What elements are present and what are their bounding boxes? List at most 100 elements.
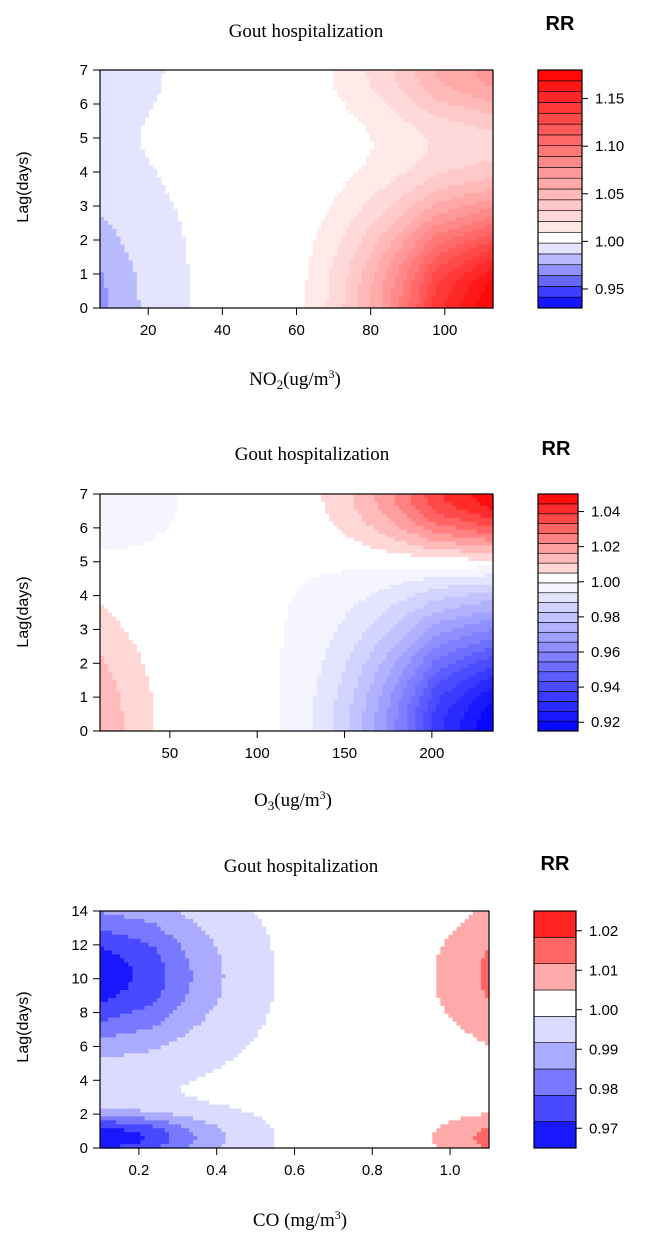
heatmap-cell bbox=[304, 181, 310, 186]
heatmap-cell bbox=[370, 121, 375, 127]
heatmap-cell bbox=[198, 169, 203, 174]
heatmap-cell bbox=[357, 161, 363, 166]
heatmap-cell bbox=[362, 196, 367, 202]
heatmap-cell bbox=[292, 220, 298, 226]
heatmap-cell bbox=[239, 105, 244, 111]
heatmap-cell bbox=[349, 288, 355, 293]
heatmap-cell bbox=[431, 296, 437, 301]
heatmap-cell bbox=[374, 300, 379, 305]
heatmap-cell bbox=[128, 129, 134, 135]
heatmap-cell bbox=[210, 272, 216, 277]
heatmap-cell bbox=[325, 304, 330, 309]
heatmap-cell bbox=[402, 216, 408, 222]
heatmap-cell bbox=[202, 196, 208, 202]
heatmap-cell bbox=[259, 276, 265, 281]
heatmap-cell bbox=[157, 300, 162, 305]
heatmap-cell bbox=[386, 121, 392, 127]
heatmap-cell bbox=[267, 153, 273, 158]
heatmap-cell bbox=[337, 304, 343, 309]
heatmap-cell bbox=[353, 133, 359, 139]
heatmap-cell bbox=[345, 185, 351, 190]
heatmap-cell bbox=[165, 272, 171, 277]
heatmap-cell bbox=[255, 101, 261, 107]
heatmap-cell bbox=[255, 276, 261, 281]
heatmap-cell bbox=[108, 189, 113, 194]
heatmap-cell bbox=[333, 161, 339, 166]
heatmap-cell bbox=[407, 157, 412, 162]
heatmap-cell bbox=[226, 133, 232, 139]
heatmap-cell bbox=[362, 208, 367, 214]
heatmap-cell bbox=[263, 240, 269, 246]
heatmap-cell bbox=[259, 141, 265, 146]
heatmap-cell bbox=[366, 93, 371, 99]
heatmap-cell bbox=[378, 117, 384, 123]
heatmap-cell bbox=[214, 97, 220, 103]
heatmap-cell bbox=[366, 145, 371, 150]
heatmap-cell bbox=[333, 304, 339, 309]
heatmap-cell bbox=[181, 161, 187, 166]
heatmap-cell bbox=[132, 300, 138, 305]
heatmap-cell bbox=[124, 77, 130, 83]
heatmap-cell bbox=[435, 177, 441, 182]
heatmap-cell bbox=[411, 77, 416, 83]
heatmap-cell bbox=[206, 133, 212, 139]
heatmap-cell bbox=[288, 284, 293, 289]
heatmap-cell bbox=[198, 268, 203, 273]
heatmap-cell bbox=[132, 304, 138, 309]
heatmap-cell bbox=[366, 232, 371, 238]
heatmap-cell bbox=[407, 284, 412, 289]
heatmap-cell bbox=[231, 280, 236, 285]
heatmap-cell bbox=[411, 109, 416, 115]
heatmap-cell bbox=[214, 181, 220, 186]
heatmap-cell bbox=[329, 70, 334, 75]
heatmap-cell bbox=[218, 296, 224, 301]
heatmap-cell bbox=[198, 125, 203, 131]
heatmap-cell bbox=[407, 125, 412, 131]
heatmap-cell bbox=[226, 284, 232, 289]
heatmap-cell bbox=[120, 85, 126, 91]
heatmap-cell bbox=[271, 284, 277, 289]
heatmap-cell bbox=[104, 117, 109, 123]
heatmap-cell bbox=[382, 220, 388, 226]
heatmap-cell bbox=[431, 185, 437, 190]
heatmap-cell bbox=[145, 196, 150, 202]
heatmap-cell bbox=[386, 296, 392, 301]
heatmap-cell bbox=[243, 101, 248, 107]
heatmap-cell bbox=[390, 284, 396, 289]
heatmap-cell bbox=[185, 73, 191, 79]
heatmap-cell bbox=[231, 93, 236, 99]
heatmap-cell bbox=[231, 77, 236, 83]
heatmap-cell bbox=[345, 93, 351, 99]
heatmap-cell bbox=[194, 81, 199, 87]
heatmap-cell bbox=[251, 196, 257, 202]
heatmap-cell bbox=[120, 244, 126, 250]
heatmap-cell bbox=[280, 157, 285, 162]
heatmap-cell bbox=[108, 256, 113, 261]
heatmap-cell bbox=[173, 252, 179, 258]
heatmap-cell bbox=[161, 177, 167, 182]
heatmap-cell bbox=[251, 292, 257, 297]
heatmap-cell bbox=[206, 192, 212, 198]
heatmap-cell bbox=[312, 77, 318, 83]
heatmap-cell bbox=[263, 268, 269, 273]
heatmap-cell bbox=[362, 105, 367, 111]
heatmap-cell bbox=[185, 256, 191, 261]
heatmap-cell bbox=[112, 189, 117, 194]
heatmap-cell bbox=[427, 208, 433, 214]
heatmap-cell bbox=[431, 220, 437, 226]
heatmap-cell bbox=[247, 304, 253, 309]
heatmap-cell bbox=[325, 232, 330, 238]
heatmap-cell bbox=[366, 264, 371, 269]
heatmap-cell bbox=[378, 268, 384, 273]
heatmap-cell bbox=[100, 220, 105, 226]
heatmap-cell bbox=[407, 244, 412, 250]
heatmap-cell bbox=[218, 121, 224, 127]
heatmap-cell bbox=[116, 77, 122, 83]
heatmap-cell bbox=[411, 272, 416, 277]
heatmap-cell bbox=[108, 236, 113, 242]
heatmap-cell bbox=[243, 161, 248, 166]
heatmap-cell bbox=[321, 89, 326, 95]
heatmap-cell bbox=[394, 149, 400, 154]
heatmap-cell bbox=[411, 173, 416, 178]
heatmap-cell bbox=[177, 165, 183, 170]
